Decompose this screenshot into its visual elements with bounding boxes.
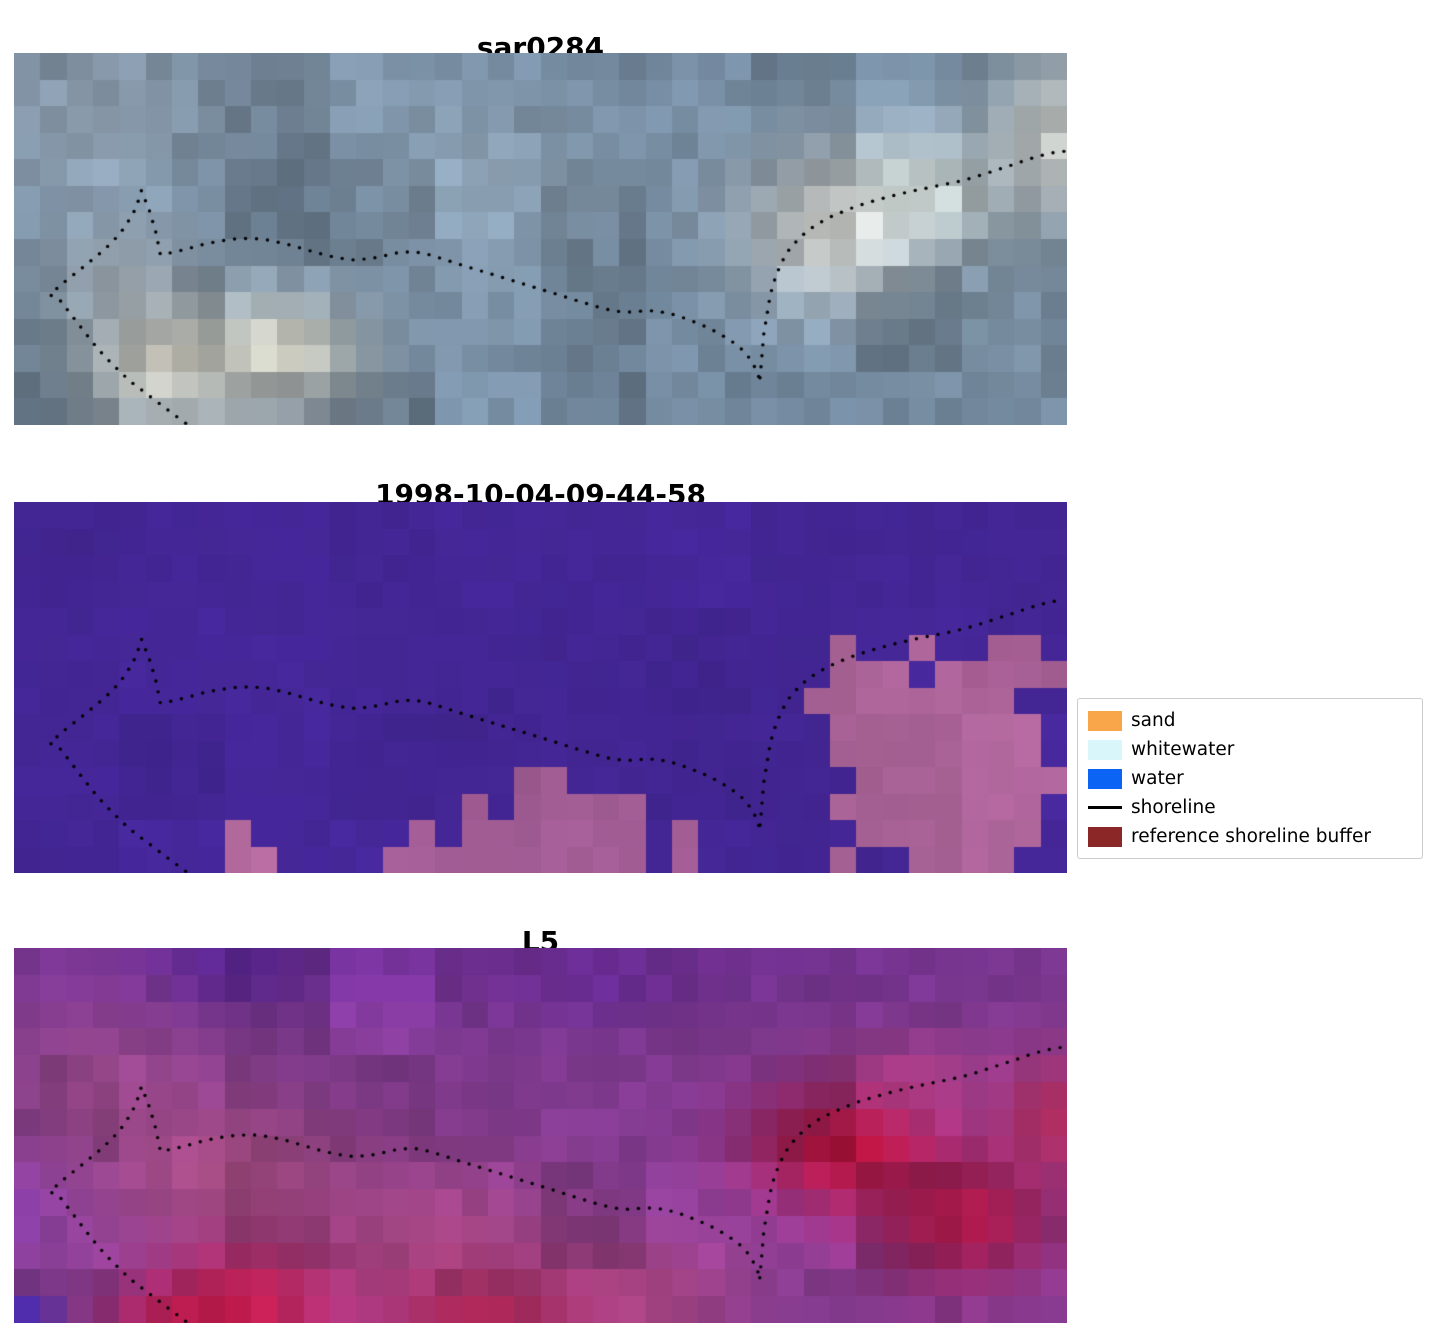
reference-buffer-swatch-icon [1088,826,1122,847]
legend-item-water: water [1088,764,1412,793]
legend-item-whitewater: whitewater [1088,735,1412,764]
water-swatch-icon [1088,768,1122,789]
legend-item-sand: sand [1088,706,1412,735]
legend-label-shoreline: shoreline [1131,797,1216,818]
legend-item-reference-shoreline-buffer: reference shoreline buffer [1088,822,1412,851]
legend-label-water: water [1131,768,1184,789]
sand-swatch-icon [1088,710,1122,731]
shoreline-line-icon [1088,806,1122,809]
panel-image-classification [14,502,1067,873]
legend-item-shoreline: shoreline [1088,793,1412,822]
panel-image-sar0284 [14,53,1067,425]
legend: sand whitewater water shoreline referenc… [1077,698,1423,859]
legend-label-sand: sand [1131,710,1176,731]
legend-label-whitewater: whitewater [1131,739,1235,760]
whitewater-swatch-icon [1088,739,1122,760]
panel-image-l5 [14,948,1067,1323]
legend-label-reference-shoreline-buffer: reference shoreline buffer [1131,826,1371,847]
